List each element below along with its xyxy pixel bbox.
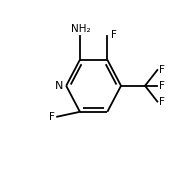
Text: NH₂: NH₂ [71,24,91,34]
Text: F: F [159,81,165,91]
Text: N: N [55,81,63,91]
Text: F: F [159,96,165,107]
Text: F: F [159,65,165,75]
Text: F: F [49,112,54,122]
Text: F: F [111,30,117,40]
